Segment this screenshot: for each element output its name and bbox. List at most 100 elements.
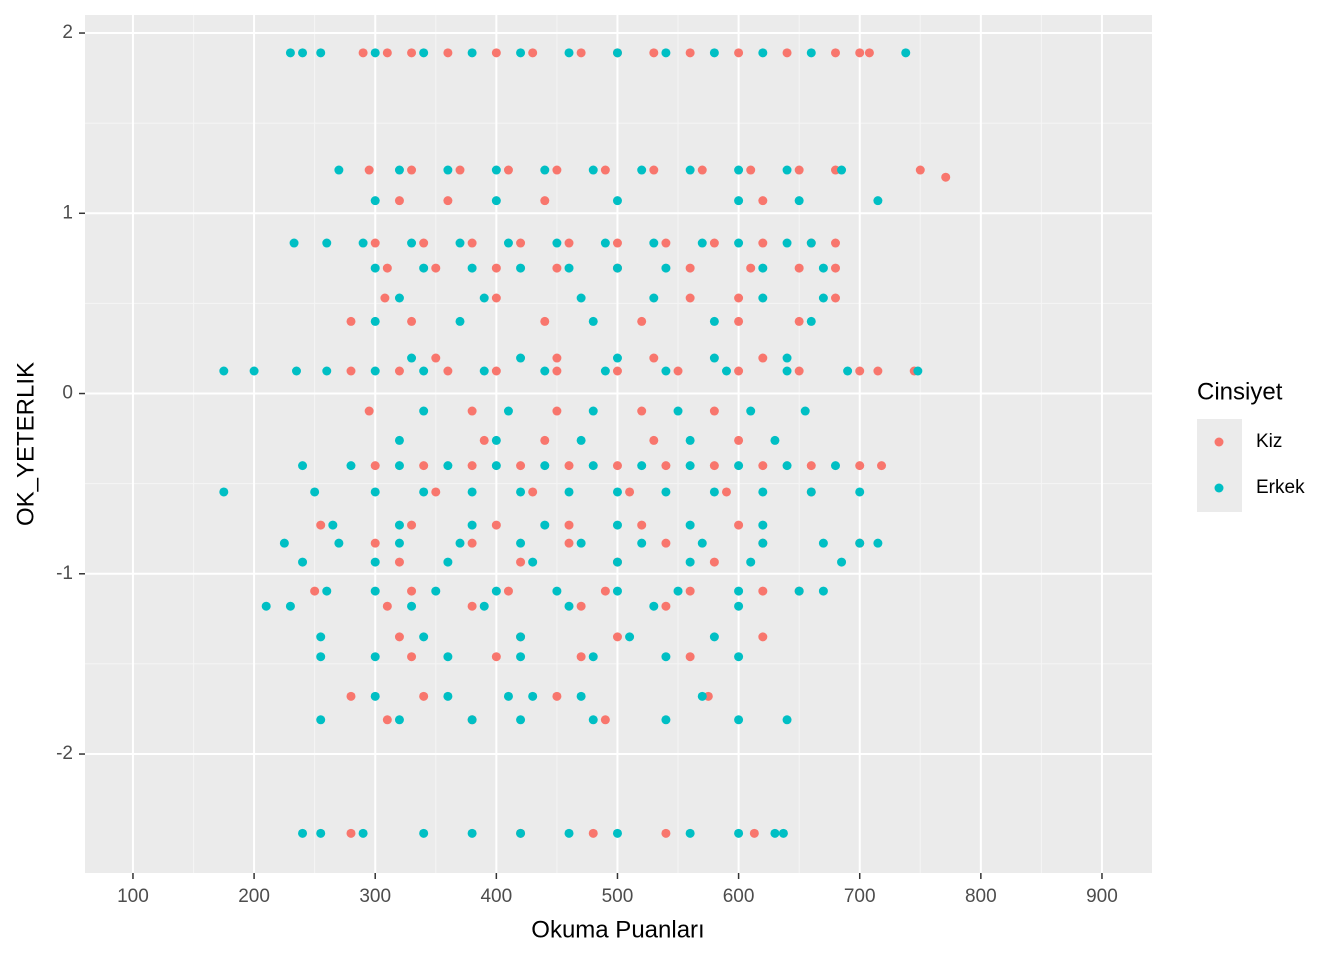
point: [758, 263, 768, 273]
point: [310, 487, 320, 497]
point: [564, 263, 574, 273]
point: [749, 828, 759, 838]
point: [564, 238, 574, 248]
point: [491, 48, 501, 58]
point: [782, 48, 792, 58]
point: [467, 48, 477, 58]
point: [516, 353, 526, 363]
point: [516, 461, 526, 471]
point: [855, 48, 865, 58]
point: [407, 316, 417, 326]
point: [637, 406, 647, 416]
point: [734, 586, 744, 596]
point: [661, 652, 671, 662]
point: [685, 828, 695, 838]
point: [913, 366, 923, 376]
x-tick-label: 200: [238, 886, 270, 907]
point: [855, 538, 865, 548]
point: [552, 406, 562, 416]
point: [806, 316, 816, 326]
point: [503, 691, 513, 701]
point: [479, 601, 489, 611]
point: [552, 366, 562, 376]
point: [600, 165, 610, 175]
point: [576, 538, 586, 548]
point: [576, 435, 586, 445]
point: [637, 520, 647, 530]
point: [443, 366, 453, 376]
point: [588, 461, 598, 471]
point: [697, 691, 707, 701]
point: [734, 828, 744, 838]
point: [279, 538, 289, 548]
point: [540, 461, 550, 471]
point: [419, 406, 429, 416]
point: [734, 715, 744, 725]
legend: Cinsiyet Kiz Erkek: [1197, 378, 1305, 512]
x-tick-label: 100: [117, 886, 149, 907]
point: [782, 715, 792, 725]
point: [734, 238, 744, 248]
point: [261, 601, 271, 611]
point: [552, 238, 562, 248]
point: [219, 366, 229, 376]
x-tick-label: 300: [359, 886, 391, 907]
point: [285, 48, 295, 58]
point: [685, 652, 695, 662]
point: [818, 263, 828, 273]
point: [782, 238, 792, 248]
point: [564, 48, 574, 58]
point: [806, 48, 816, 58]
point: [419, 487, 429, 497]
point: [734, 461, 744, 471]
point: [709, 48, 719, 58]
point: [358, 48, 368, 58]
point: [467, 538, 477, 548]
point: [576, 601, 586, 611]
point: [612, 196, 622, 206]
point: [843, 366, 853, 376]
legend-label: Erkek: [1256, 477, 1305, 498]
point: [864, 48, 874, 58]
legend-key-background: [1197, 419, 1242, 512]
point: [576, 652, 586, 662]
point: [661, 828, 671, 838]
point: [407, 353, 417, 363]
point: [491, 366, 501, 376]
point: [503, 586, 513, 596]
point: [873, 196, 883, 206]
point: [370, 652, 380, 662]
point: [758, 461, 768, 471]
point: [600, 586, 610, 596]
point: [837, 557, 847, 567]
point: [419, 632, 429, 642]
point: [503, 165, 513, 175]
point: [709, 406, 719, 416]
point: [758, 586, 768, 596]
point: [346, 828, 356, 838]
point: [516, 238, 526, 248]
point: [637, 316, 647, 326]
point: [770, 828, 780, 838]
point: [625, 632, 635, 642]
point: [758, 632, 768, 642]
point: [540, 435, 550, 445]
point: [758, 238, 768, 248]
point: [491, 196, 501, 206]
point: [564, 538, 574, 548]
point: [516, 487, 526, 497]
point: [709, 316, 719, 326]
point: [685, 435, 695, 445]
point: [528, 487, 538, 497]
point: [370, 48, 380, 58]
point: [528, 691, 538, 701]
point: [467, 406, 477, 416]
point: [818, 538, 828, 548]
point: [564, 487, 574, 497]
point: [334, 165, 344, 175]
point: [685, 48, 695, 58]
point: [443, 165, 453, 175]
point: [588, 316, 598, 326]
point: [758, 538, 768, 548]
point: [219, 487, 229, 497]
